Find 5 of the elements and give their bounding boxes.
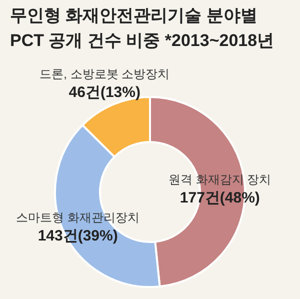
chart-title: 무인형 화재안전관리기술 분야별 PCT 공개 건수 비중 *2013~2018년 bbox=[10, 6, 274, 50]
data-label: 143건(39%) bbox=[38, 228, 118, 245]
data-label: 46건(13%) bbox=[68, 84, 140, 102]
slice-label: 스마트형 화재관리장치 bbox=[16, 210, 140, 225]
slice-label: 드론, 소방로봇 소방장치 bbox=[40, 67, 170, 82]
